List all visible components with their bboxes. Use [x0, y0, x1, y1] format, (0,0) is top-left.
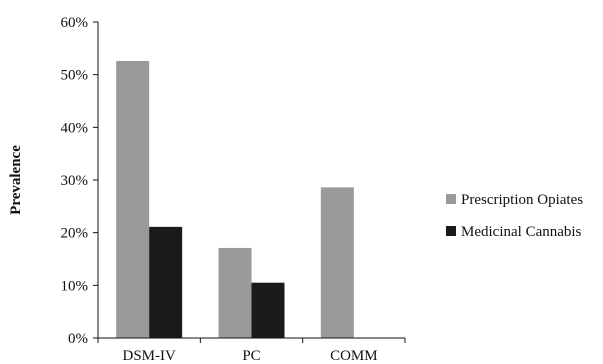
x-category-label: PC [242, 348, 260, 364]
y-tick-label: 60% [61, 15, 89, 31]
legend: Prescription Opiates Medicinal Cannabis [446, 192, 583, 240]
x-category-label: DSM-IV [122, 348, 176, 364]
y-tick-label: 0% [68, 331, 88, 347]
y-tick-label: 50% [61, 68, 89, 84]
bar-dsm-iv-prescription-opiates [116, 60, 150, 339]
legend-item-prescription-opiates: Prescription Opiates [446, 192, 583, 208]
y-tick-label: 10% [61, 278, 89, 294]
legend-label: Medicinal Cannabis [461, 224, 582, 240]
bar-dsm-iv-medicinal-cannabis [149, 226, 183, 338]
y-tick-label: 40% [61, 120, 89, 136]
bar-pc-medicinal-cannabis [251, 282, 285, 338]
plot-area [116, 60, 354, 339]
legend-swatch [446, 194, 456, 204]
y-tick-label: 20% [61, 226, 89, 242]
bar-comm-prescription-opiates [320, 187, 354, 338]
x-category-label: COMM [330, 348, 378, 364]
y-tick-label: 30% [61, 173, 89, 189]
legend-label: Prescription Opiates [461, 192, 583, 208]
bar-pc-prescription-opiates [218, 247, 252, 338]
y-axis-label: Prevalence [8, 145, 24, 215]
legend-item-medicinal-cannabis: Medicinal Cannabis [446, 224, 582, 240]
legend-swatch [446, 226, 456, 236]
axes: 0% 10% 20% 30% 40% 50% 60% DSM-IV PC COMM Prevalen… [8, 15, 406, 364]
